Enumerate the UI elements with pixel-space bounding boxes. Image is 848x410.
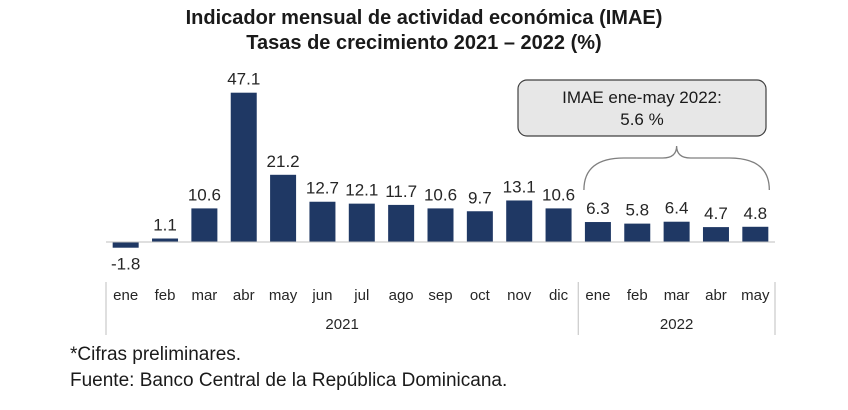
- value-label: 9.7: [468, 188, 492, 207]
- bar: [309, 201, 336, 242]
- value-label: 1.1: [153, 216, 177, 235]
- bar: [388, 204, 415, 242]
- category-label: jul: [353, 287, 369, 304]
- annotation-box: [517, 79, 767, 137]
- value-label: 6.4: [665, 199, 689, 218]
- annotation-brace: [583, 145, 770, 191]
- source-note: Fuente: Banco Central de la República Do…: [70, 370, 508, 391]
- bar: [112, 242, 139, 248]
- value-label: -1.8: [111, 255, 140, 274]
- value-label: 4.7: [704, 204, 728, 223]
- value-label: 5.8: [625, 201, 649, 220]
- bar: [230, 92, 257, 243]
- bar: [624, 223, 651, 242]
- category-label: abr: [705, 287, 727, 304]
- bar: [702, 227, 729, 242]
- category-label: mar: [664, 287, 690, 304]
- category-label: may: [269, 287, 298, 304]
- category-label: feb: [627, 287, 648, 304]
- category-label: may: [741, 287, 770, 304]
- category-label: sep: [428, 287, 452, 304]
- value-label: 47.1: [227, 70, 260, 89]
- category-label: abr: [233, 287, 255, 304]
- annotation-text: 5.6 %: [620, 110, 663, 129]
- value-label: 12.7: [306, 179, 339, 198]
- bar: [427, 208, 454, 242]
- value-label: 10.6: [542, 185, 575, 204]
- category-label: ago: [389, 287, 414, 304]
- chart-subtitle: Tasas de crecimiento 2021 – 2022 (%): [246, 32, 602, 54]
- category-label: oct: [470, 287, 491, 304]
- bar: [506, 200, 533, 242]
- group-label: 2022: [660, 316, 693, 333]
- category-label: ene: [585, 287, 610, 304]
- value-label: 11.7: [385, 182, 417, 201]
- chart-title: Indicador mensual de actividad económica…: [185, 7, 663, 29]
- bar: [663, 221, 690, 242]
- category-label: dic: [549, 287, 569, 304]
- bar: [191, 208, 218, 242]
- group-label: 2021: [325, 316, 358, 333]
- value-label: 12.1: [345, 181, 378, 200]
- bar: [348, 203, 375, 242]
- bar: [545, 208, 572, 242]
- value-label: 10.6: [188, 185, 221, 204]
- value-label: 10.6: [424, 185, 457, 204]
- preliminary-note: *Cifras preliminares.: [70, 344, 242, 365]
- value-label: 4.8: [744, 204, 768, 223]
- category-label: jun: [311, 287, 332, 304]
- category-label: feb: [155, 287, 176, 304]
- value-label: 13.1: [503, 177, 536, 196]
- bar: [466, 211, 493, 242]
- bar-chart: -1.8 1.1 10.6 47.1 21.2 12.7 12.1 11.7 10.6 9.7 13…: [105, 70, 776, 335]
- bar: [584, 222, 611, 242]
- annotation-text: IMAE ene-may 2022:: [562, 88, 722, 107]
- category-label: ene: [113, 287, 138, 304]
- value-label: 21.2: [267, 152, 300, 171]
- bar: [742, 226, 769, 242]
- category-label: nov: [507, 287, 532, 304]
- bar: [270, 174, 297, 242]
- bar: [152, 238, 179, 242]
- category-label: mar: [191, 287, 217, 304]
- value-label: 6.3: [586, 199, 610, 218]
